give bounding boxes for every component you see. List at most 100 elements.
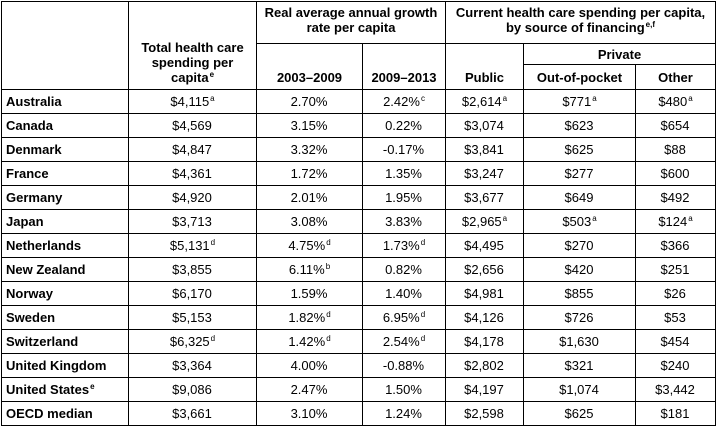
growth-2003-2009-cell: 2.01% [256, 185, 363, 210]
public-value: $2,598 [464, 406, 504, 421]
header-current-footnote: e,f [645, 20, 656, 29]
header-current-group: Current health care spending per capita,… [444, 1, 716, 44]
header-total-text: Total health care spending per capita [141, 40, 244, 85]
country-name: United States [6, 382, 90, 397]
other-cell: $181 [634, 401, 716, 426]
oop-value: $277 [564, 166, 594, 181]
header-out-of-pocket: Out-of-pocket [523, 64, 636, 90]
public-footnote: a [502, 214, 508, 223]
other-cell: $454 [634, 329, 716, 354]
header-other: Other [634, 64, 716, 90]
other-cell: $600 [634, 161, 716, 186]
out-of-pocket-cell: $420 [523, 257, 636, 282]
other-value: $480 [658, 94, 688, 109]
public-value: $2,614 [461, 94, 502, 109]
growth-a-value: 4.75% [288, 238, 326, 253]
table-row: Netherlands $5,131d 4.75%d 1.73%d $4,495… [1, 233, 716, 258]
growth-2003-2009-cell: 4.75%d [256, 233, 363, 258]
total-spending-cell: $4,920 [128, 185, 257, 210]
header-growth-2009-2013: 2009–2013 [362, 43, 446, 90]
growth-a-value: 2.01% [290, 190, 328, 205]
other-cell: $251 [634, 257, 716, 282]
table-row: United Statese $9,086 2.47% 1.50% $4,197… [1, 377, 716, 402]
header-growth-group: Real average annual growth rate per capi… [256, 1, 446, 44]
other-value: $366 [660, 238, 690, 253]
growth-b-value: 2.42% [383, 94, 420, 109]
table-row: France $4,361 1.72% 1.35% $3,247 $277 $6… [1, 161, 716, 186]
country-name: OECD median [6, 406, 93, 421]
out-of-pocket-cell: $321 [523, 353, 636, 378]
table-row: Germany $4,920 2.01% 1.95% $3,677 $649 $… [1, 185, 716, 210]
oop-value: $503 [562, 214, 592, 229]
header-total-footnote: e [209, 70, 215, 79]
other-cell: $240 [634, 353, 716, 378]
growth-b-value: 1.35% [385, 166, 422, 181]
out-of-pocket-cell: $623 [523, 113, 636, 138]
other-cell: $3,442 [634, 377, 716, 402]
other-value: $251 [660, 262, 690, 277]
growth-a-value: 3.32% [290, 142, 328, 157]
total-value: $4,569 [172, 118, 212, 133]
country-name: New Zealand [6, 262, 86, 277]
other-value: $124 [658, 214, 688, 229]
oop-footnote: a [592, 214, 597, 223]
growth-2009-2013-cell: 6.95%d [362, 305, 446, 330]
growth-2003-2009-cell: 6.11%b [256, 257, 363, 282]
out-of-pocket-cell: $1,630 [523, 329, 636, 354]
growth-a-value: 6.11% [288, 262, 325, 277]
growth-a-value: 2.70% [290, 94, 328, 109]
header-private-group: Private [522, 43, 716, 65]
country-name: Japan [6, 214, 44, 229]
total-footnote: d [210, 238, 216, 247]
country-name: France [6, 166, 49, 181]
out-of-pocket-cell: $503a [523, 209, 636, 234]
growth-2009-2013-cell: 1.95% [362, 185, 446, 210]
growth-b-value: 0.22% [385, 118, 422, 133]
out-of-pocket-cell: $1,074 [523, 377, 636, 402]
country-name: Netherlands [6, 238, 82, 253]
growth-2009-2013-cell: 1.40% [362, 281, 446, 306]
oop-value: $321 [564, 358, 594, 373]
country-name: Switzerland [6, 334, 79, 349]
growth-a-footnote: d [326, 238, 331, 247]
public-cell: $2,802 [445, 353, 524, 378]
other-value: $3,442 [655, 382, 695, 397]
other-value: $492 [660, 190, 690, 205]
country-footnote: e [90, 382, 95, 391]
growth-2003-2009-cell: 1.59% [256, 281, 363, 306]
total-value: $5,131 [169, 238, 210, 253]
growth-a-footnote: d [326, 334, 331, 343]
total-value: $6,325 [169, 334, 210, 349]
public-footnote: a [502, 94, 508, 103]
total-spending-cell: $3,364 [128, 353, 257, 378]
public-cell: $3,074 [445, 113, 524, 138]
public-cell: $2,656 [445, 257, 524, 282]
other-footnote: a [688, 94, 693, 103]
header-corner [1, 1, 129, 90]
growth-a-value: 1.82% [288, 310, 326, 325]
table-row: Norway $6,170 1.59% 1.40% $4,981 $855 $2… [1, 281, 716, 306]
country-cell: United Kingdom [1, 353, 129, 378]
country-cell: Netherlands [1, 233, 129, 258]
growth-b-footnote: d [420, 310, 426, 319]
total-value: $4,847 [172, 142, 212, 157]
growth-2009-2013-cell: 0.82% [362, 257, 446, 282]
public-value: $4,981 [464, 286, 504, 301]
growth-b-value: 0.82% [385, 262, 422, 277]
total-spending-cell: $3,713 [128, 209, 257, 234]
other-cell: $124a [634, 209, 716, 234]
public-value: $2,656 [464, 262, 504, 277]
country-cell: France [1, 161, 129, 186]
growth-a-footnote: d [326, 310, 331, 319]
growth-2009-2013-cell: 3.83% [362, 209, 446, 234]
table-row: Australia $4,115a 2.70% 2.42%c $2,614a $… [1, 89, 716, 114]
total-value: $9,086 [172, 382, 212, 397]
oop-value: $625 [564, 406, 594, 421]
total-value: $3,661 [172, 406, 212, 421]
oop-value: $623 [564, 118, 594, 133]
oop-value: $771 [562, 94, 592, 109]
out-of-pocket-cell: $625 [523, 401, 636, 426]
country-cell: Canada [1, 113, 129, 138]
header-growth-2003-2009: 2003–2009 [256, 43, 363, 90]
public-cell: $4,178 [445, 329, 524, 354]
